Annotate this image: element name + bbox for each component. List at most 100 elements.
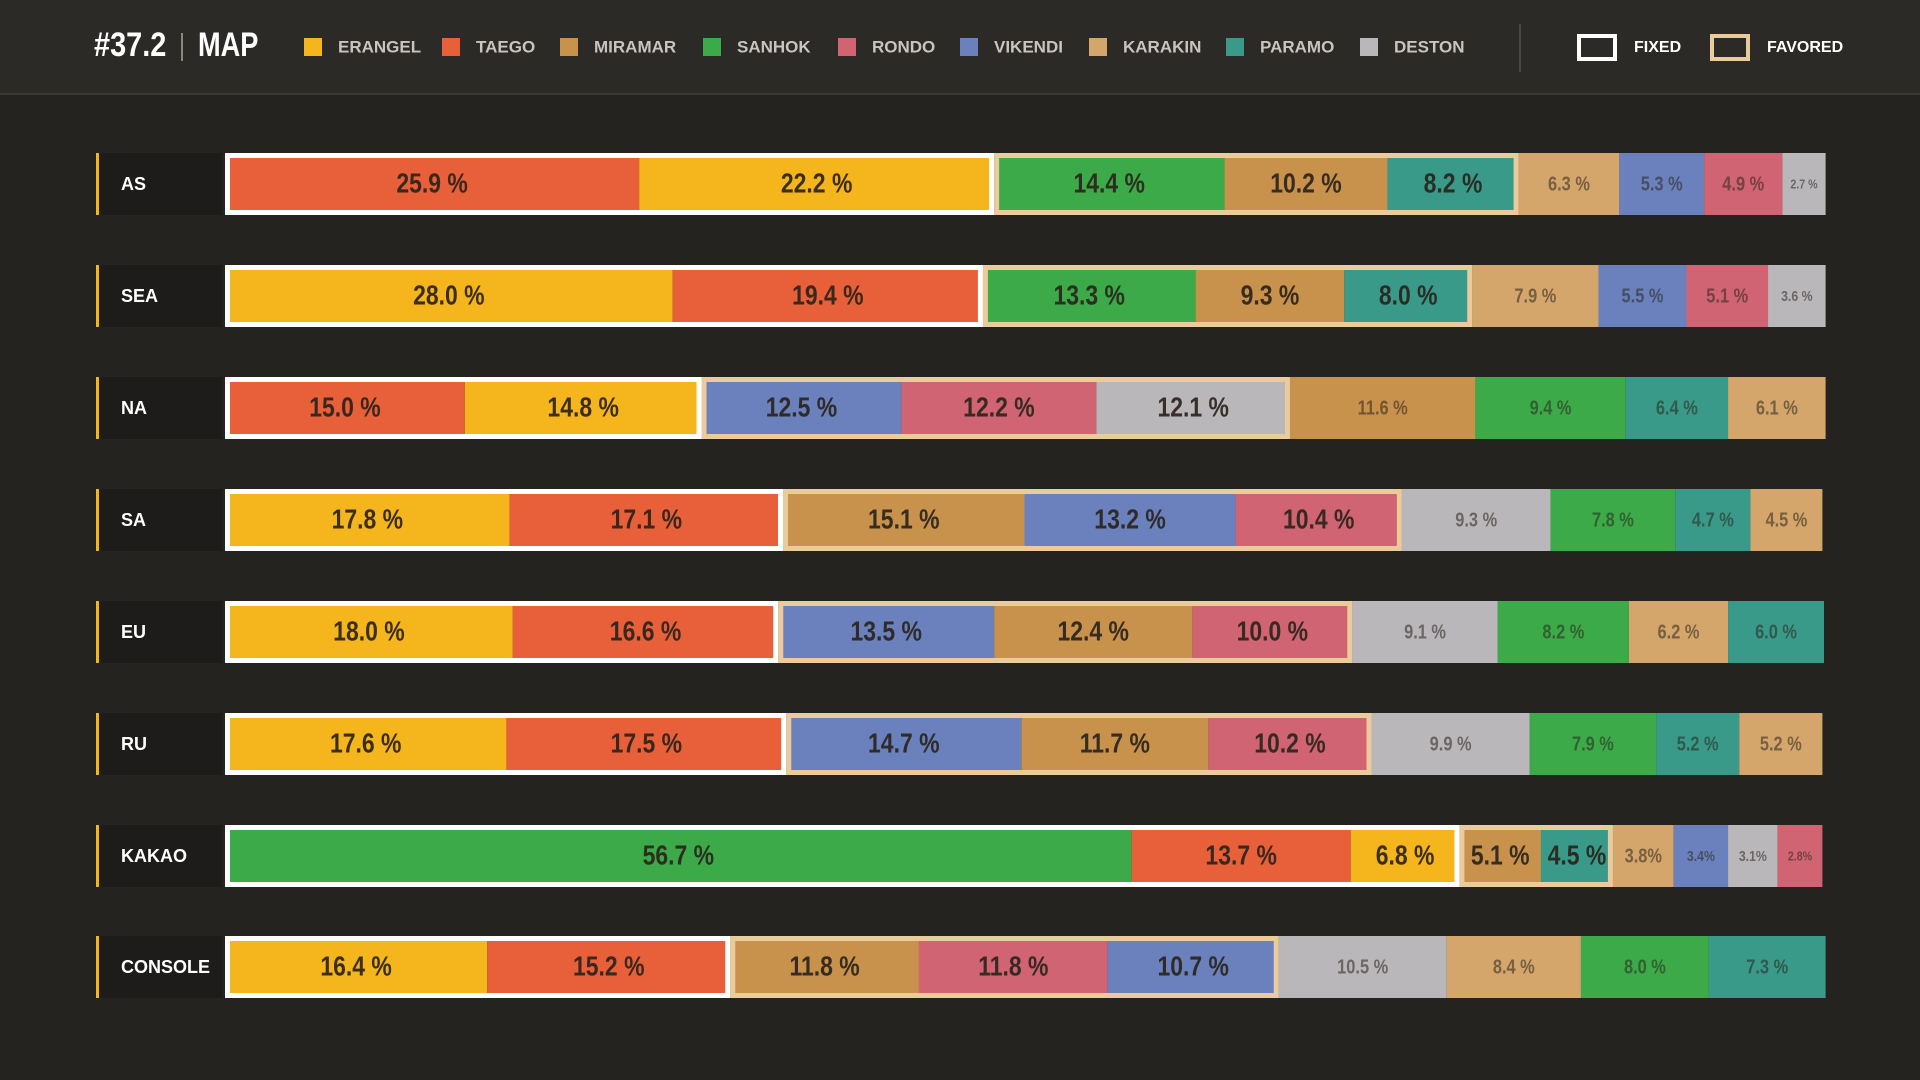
legend-swatch (442, 38, 460, 56)
bar-segment (225, 825, 1132, 887)
bar-segment (982, 265, 1196, 327)
bar-segment (1728, 601, 1824, 663)
value-label: 13.3 % (1054, 280, 1126, 311)
value-label: 12.2 % (963, 392, 1035, 423)
bar-segment (225, 377, 465, 439)
value-label: 14.7 % (868, 728, 940, 759)
value-label: 8.0 % (1379, 280, 1438, 311)
bar-segment (1739, 713, 1823, 775)
group-outline (783, 489, 1402, 551)
row-label-box (96, 936, 222, 998)
bar-segment (639, 153, 995, 215)
bar-segment (1021, 713, 1209, 775)
bar-segment (1704, 153, 1783, 215)
value-label: 11.6 % (1358, 396, 1408, 419)
row-label: SEA (121, 286, 158, 306)
row-label-box (96, 377, 222, 439)
value-label: 3.1% (1739, 848, 1767, 864)
value-label: 9.4 % (1530, 396, 1572, 419)
bar-segment (1686, 265, 1769, 327)
value-label: 6.1 % (1756, 396, 1798, 419)
value-label: 28.0 % (413, 280, 485, 311)
legend-label: RONDO (872, 37, 935, 56)
bar-segment (1195, 265, 1345, 327)
value-label: 10.5 % (1337, 955, 1388, 978)
value-label: 5.5 % (1622, 284, 1664, 307)
bar-segment (1192, 601, 1353, 663)
bar-segment (730, 936, 919, 998)
legend-swatch (960, 38, 978, 56)
bar-segment (1401, 489, 1551, 551)
bar-segment (901, 377, 1097, 439)
value-label: 10.4 % (1283, 504, 1355, 535)
row-label: EU (121, 622, 146, 642)
value-label: 5.1 % (1706, 284, 1748, 307)
row-label: NA (121, 398, 147, 418)
value-label: 6.2 % (1658, 620, 1700, 643)
bar-segment (1656, 713, 1740, 775)
bar-segment (1728, 377, 1826, 439)
value-label: 16.4 % (320, 951, 392, 982)
bar-segment (1096, 377, 1290, 439)
value-label: 7.9 % (1572, 732, 1614, 755)
row-label-accent (96, 936, 99, 998)
legend-label: VIKENDI (994, 37, 1063, 56)
bar-segment (1387, 153, 1519, 215)
value-label: 6.8 % (1376, 840, 1435, 871)
group-outline (225, 601, 779, 663)
value-label: 7.3 % (1746, 955, 1788, 978)
bar-segment (487, 936, 731, 998)
bar-segment (1529, 713, 1657, 775)
row-label: AS (121, 174, 146, 194)
bar-segment (1673, 825, 1729, 887)
value-label: 4.5 % (1765, 508, 1807, 531)
bar-segment (1540, 825, 1613, 887)
bar-segment (1224, 153, 1388, 215)
row-label-box (96, 489, 222, 551)
legend-swatch (560, 38, 578, 56)
bar-segment (1352, 601, 1498, 663)
bar-segment (918, 936, 1108, 998)
bar-segment (225, 936, 488, 998)
value-label: 4.7 % (1692, 508, 1734, 531)
group-outline (225, 825, 1460, 887)
bar-segment (1628, 601, 1729, 663)
bar-segment (1131, 825, 1351, 887)
group-outline (730, 936, 1279, 998)
value-label: 10.7 % (1157, 951, 1229, 982)
value-label: 15.0 % (309, 392, 381, 423)
legend-group-swatch (1710, 34, 1750, 61)
bar-segment (225, 713, 507, 775)
value-label: 17.5 % (611, 728, 683, 759)
value-label: 12.1 % (1157, 392, 1229, 423)
bar-segment (1777, 825, 1823, 887)
bar-segment (1024, 489, 1236, 551)
value-label: 17.1 % (611, 504, 683, 535)
bar-segment (1446, 936, 1581, 998)
legend-swatch (1226, 38, 1244, 56)
value-label: 11.8 % (790, 951, 860, 982)
value-label: 10.2 % (1270, 168, 1342, 199)
value-label: 15.1 % (868, 504, 940, 535)
legend-swatch (838, 38, 856, 56)
row-label-accent (96, 601, 99, 663)
bar-segment (512, 601, 779, 663)
legend-label: TAEGO (476, 37, 535, 56)
bar-segment (701, 377, 902, 439)
bar-segment (1782, 153, 1826, 215)
value-label: 14.4 % (1074, 168, 1146, 199)
bar-segment (1350, 825, 1460, 887)
value-label: 5.3 % (1641, 172, 1683, 195)
bar-segment (1278, 936, 1447, 998)
bar-segment (1750, 489, 1823, 551)
legend-group-label: FIXED (1634, 39, 1681, 56)
bar-segment (464, 377, 702, 439)
value-label: 14.8 % (547, 392, 619, 423)
value-label: 11.8 % (978, 951, 1048, 982)
legend-swatch (1360, 38, 1378, 56)
value-label: 18.0 % (333, 616, 405, 647)
value-label: 3.6 % (1781, 288, 1812, 304)
bar-segment (1612, 825, 1674, 887)
bar-segment (778, 601, 995, 663)
value-label: 10.0 % (1237, 616, 1309, 647)
